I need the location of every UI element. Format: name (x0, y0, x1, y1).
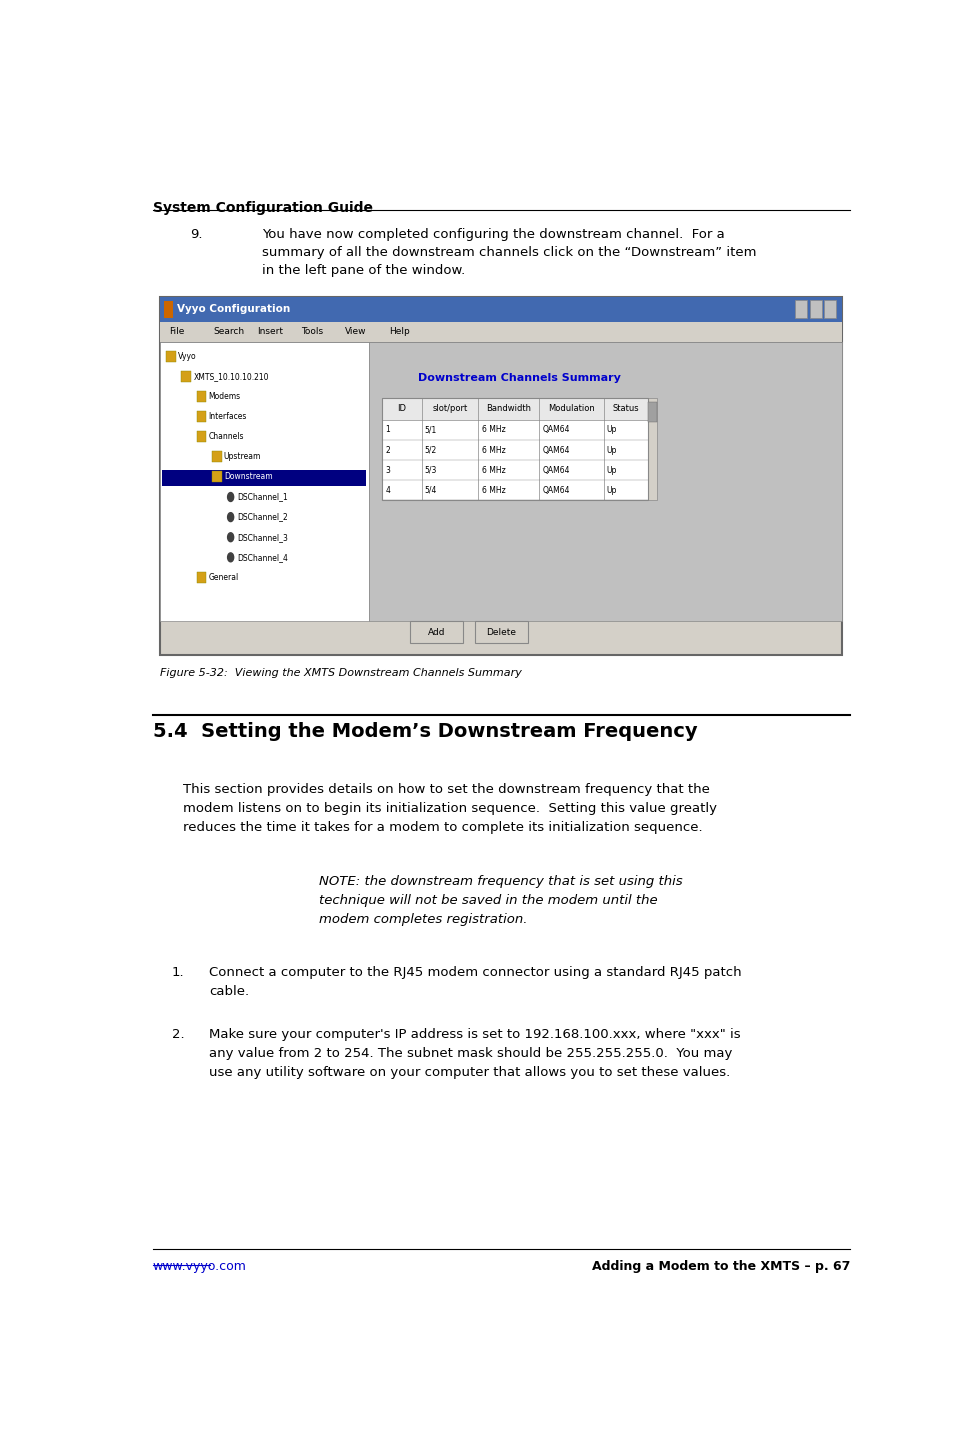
Bar (196, 411, 206, 422)
Text: 6 MHz: 6 MHz (481, 486, 505, 495)
Text: Connect a computer to the RJ45 modem connector using a standard RJ45 patch
cable: Connect a computer to the RJ45 modem con… (209, 966, 742, 998)
Text: System Configuration Guide: System Configuration Guide (152, 200, 372, 215)
Text: 2: 2 (385, 445, 390, 454)
Text: QAM64: QAM64 (541, 445, 569, 454)
Bar (648, 402, 656, 422)
Text: Delete: Delete (486, 628, 516, 637)
Text: General: General (208, 573, 238, 582)
Text: DSChannel_4: DSChannel_4 (237, 553, 288, 562)
Text: slot/port: slot/port (432, 405, 467, 414)
Text: DSChannel_3: DSChannel_3 (237, 533, 288, 541)
Text: NOTE: the downstream frequency that is set using this
technique will not be save: NOTE: the downstream frequency that is s… (319, 875, 682, 926)
Text: 2.: 2. (171, 1027, 184, 1040)
Text: 1.: 1. (171, 966, 184, 979)
Text: Help: Help (389, 326, 409, 337)
Bar (824, 300, 835, 318)
Bar (211, 472, 222, 483)
Text: 5/2: 5/2 (424, 445, 437, 454)
Bar (382, 480, 647, 501)
Text: 5.4  Setting the Modem’s Downstream Frequency: 5.4 Setting the Modem’s Downstream Frequ… (152, 721, 697, 740)
Text: Modems: Modems (208, 392, 240, 400)
Text: 4: 4 (385, 486, 390, 495)
Text: 6 MHz: 6 MHz (481, 425, 505, 434)
Bar (382, 440, 647, 460)
Bar (647, 398, 657, 501)
Text: 5/4: 5/4 (424, 486, 437, 495)
Text: 5/1: 5/1 (424, 425, 437, 434)
Circle shape (228, 553, 234, 562)
Text: Up: Up (606, 425, 616, 434)
Bar (211, 451, 222, 463)
Text: Adding a Modem to the XMTS – p. 67: Adding a Modem to the XMTS – p. 67 (591, 1259, 849, 1273)
Bar (382, 460, 647, 480)
Text: View: View (345, 326, 366, 337)
Text: DSChannel_1: DSChannel_1 (237, 492, 288, 502)
Text: DSChannel_2: DSChannel_2 (237, 512, 288, 521)
Text: Add: Add (428, 628, 446, 637)
Bar (160, 297, 841, 322)
Text: You have now completed configuring the downstream channel.  For a
summary of all: You have now completed configuring the d… (262, 228, 756, 277)
Text: Modulation: Modulation (547, 405, 594, 414)
Text: 9.: 9. (191, 228, 203, 241)
Bar (382, 419, 647, 440)
Bar (160, 322, 841, 341)
Bar (196, 572, 206, 583)
Text: Vyyo: Vyyo (178, 351, 196, 361)
Text: www.vyyo.com: www.vyyo.com (152, 1259, 246, 1273)
Bar (368, 341, 841, 621)
Text: Tools: Tools (301, 326, 323, 337)
Text: 6 MHz: 6 MHz (481, 466, 505, 474)
Text: This section provides details on how to set the downstream frequency that the
mo: This section provides details on how to … (183, 784, 716, 834)
Bar (162, 470, 366, 486)
Text: File: File (169, 326, 185, 337)
Bar (474, 621, 528, 643)
Text: 5/3: 5/3 (424, 466, 437, 474)
Text: Figure 5-32:  Viewing the XMTS Downstream Channels Summary: Figure 5-32: Viewing the XMTS Downstream… (160, 667, 522, 678)
Bar (160, 297, 841, 654)
Text: Search: Search (213, 326, 244, 337)
Text: Interfaces: Interfaces (208, 412, 247, 421)
Text: Channels: Channels (208, 432, 244, 441)
Text: Bandwidth: Bandwidth (486, 405, 531, 414)
Text: XMTS_10.10.10.210: XMTS_10.10.10.210 (193, 371, 269, 380)
Text: QAM64: QAM64 (541, 486, 569, 495)
Bar (382, 398, 647, 419)
Text: Make sure your computer's IP address is set to 192.168.100.xxx, where "xxx" is
a: Make sure your computer's IP address is … (209, 1027, 741, 1078)
Circle shape (228, 512, 234, 521)
Text: Status: Status (612, 405, 638, 414)
Bar (196, 431, 206, 443)
Text: 3: 3 (385, 466, 390, 474)
Bar (181, 371, 191, 382)
Text: Up: Up (606, 486, 616, 495)
Bar (166, 351, 176, 361)
Bar (164, 302, 173, 318)
Text: 6 MHz: 6 MHz (481, 445, 505, 454)
Bar (382, 398, 647, 501)
Bar (410, 621, 463, 643)
Text: Up: Up (606, 466, 616, 474)
Text: 1: 1 (385, 425, 390, 434)
Circle shape (228, 492, 234, 502)
Text: Insert: Insert (257, 326, 283, 337)
Bar (196, 390, 206, 402)
Text: QAM64: QAM64 (541, 466, 569, 474)
Text: QAM64: QAM64 (541, 425, 569, 434)
Circle shape (228, 533, 234, 541)
Text: Downstream Channels Summary: Downstream Channels Summary (417, 373, 620, 383)
Bar (794, 300, 807, 318)
Text: Up: Up (606, 445, 616, 454)
Text: ID: ID (397, 405, 406, 414)
Text: Vyyo Configuration: Vyyo Configuration (177, 305, 290, 315)
Bar (160, 341, 368, 621)
Bar (809, 300, 821, 318)
Text: Upstream: Upstream (224, 453, 261, 461)
Text: Downstream: Downstream (224, 473, 273, 482)
